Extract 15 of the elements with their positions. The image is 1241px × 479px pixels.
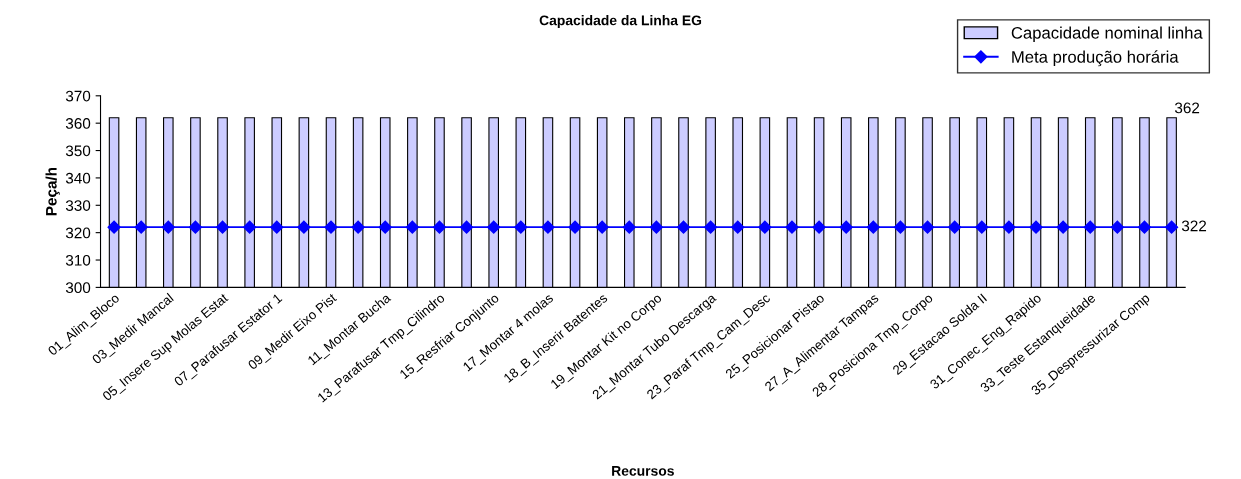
y-tick-label: 340 — [65, 172, 91, 184]
data-label: 322 — [1181, 220, 1207, 232]
y-tick-label: 330 — [65, 200, 91, 211]
y-tick-label: 300 — [65, 282, 91, 294]
legend-label: Capacidade nominal linha — [1011, 26, 1203, 43]
y-tick-label: 360 — [65, 118, 91, 129]
legend-label: Meta produção horária — [1012, 50, 1179, 67]
y-tick-label: 350 — [65, 145, 91, 157]
y-tick-label: 370 — [65, 90, 91, 102]
data-label: 362 — [1174, 102, 1200, 114]
y-tick-label: 310 — [65, 254, 91, 266]
y-tick-label: 320 — [65, 227, 91, 239]
y-axis-title: Peça/h — [45, 167, 60, 216]
x-axis-title: Recursos — [612, 466, 674, 476]
chart-title: Capacidade da Linha EG — [539, 15, 702, 29]
